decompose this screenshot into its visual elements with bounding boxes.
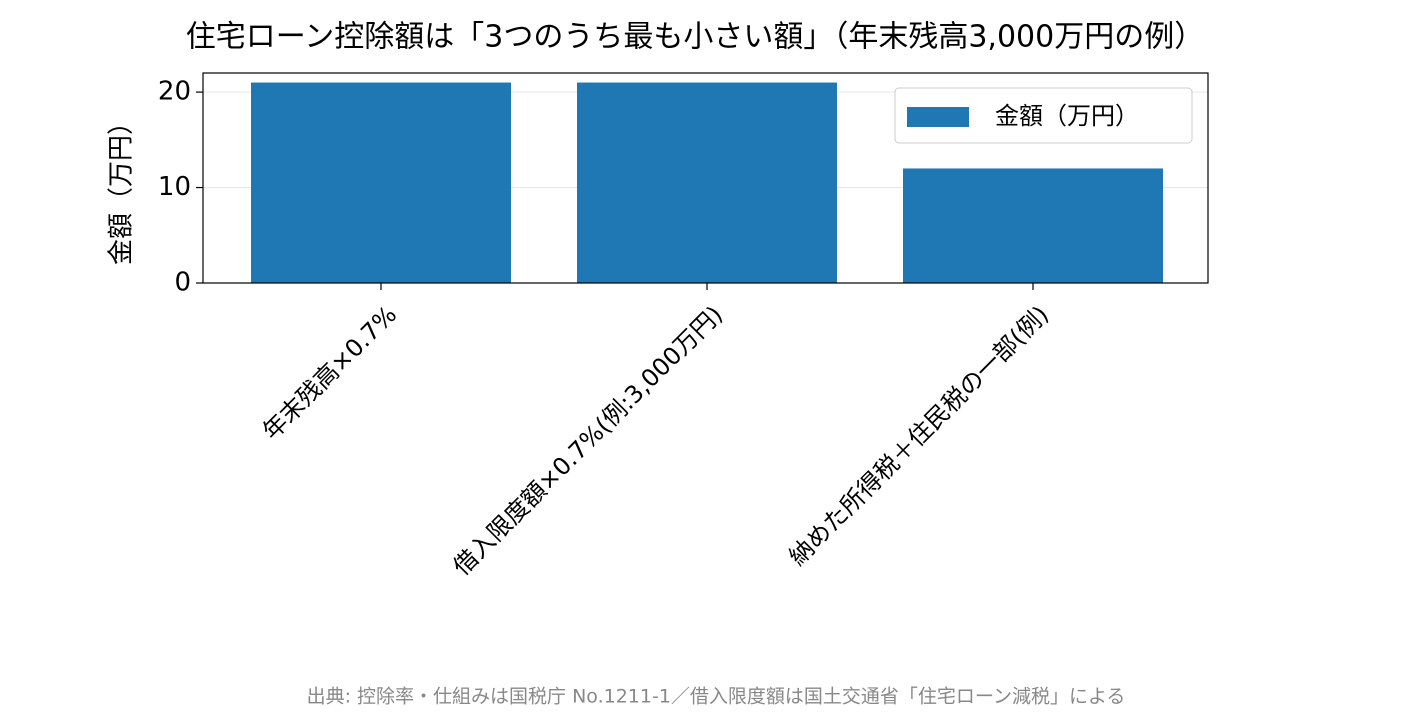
legend-label: 金額（万円） [995, 102, 1139, 130]
x-tick-label: 借入限度額×0.7%(例:3,000万円) [448, 300, 728, 580]
source-note: 出典: 控除率・仕組みは国税庁 No.1211-1／借入限度額は国土交通省「住宅… [307, 686, 1126, 708]
legend-swatch [907, 107, 969, 127]
y-axis-label: 金額（万円） [107, 109, 137, 265]
bar [577, 82, 837, 283]
y-tick-label: 10 [158, 172, 191, 202]
legend-box [894, 87, 1193, 144]
x-tick-label: 納めた所得税＋住民税の一部(例) [784, 300, 1055, 571]
x-tick-label: 年末残高×0.7% [257, 300, 402, 445]
bar [251, 82, 511, 283]
y-tick-label: 20 [158, 77, 191, 107]
y-tick-label: 0 [174, 268, 191, 298]
plot-frame [202, 72, 1209, 284]
bar [903, 168, 1163, 283]
chart-title: 住宅ローン控除額は「3つのうち最も小さい額」（年末残高3,000万円の例） [186, 20, 1204, 55]
